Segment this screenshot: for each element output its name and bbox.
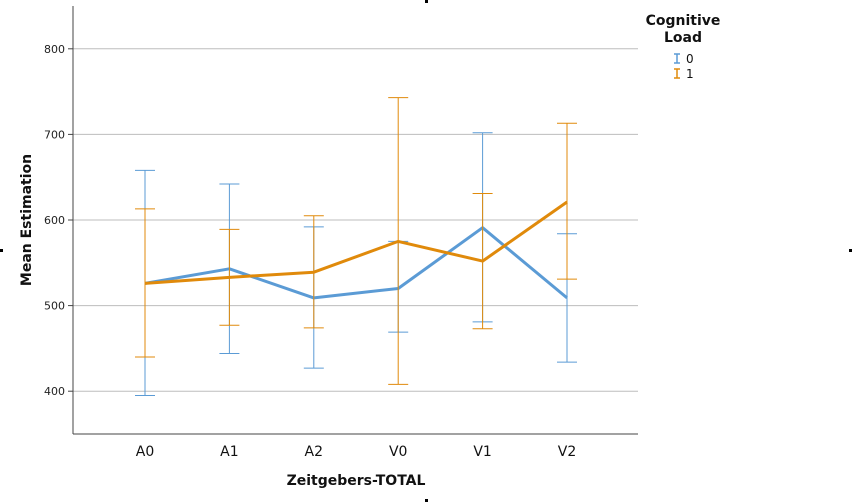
legend-item: 1 [674,67,694,81]
x-tick-label: V0 [389,444,407,460]
y-axis-title: Mean Estimation [19,154,35,286]
gridlines [73,48,638,392]
x-tick-label: A2 [305,444,323,460]
x-tick-labels: A0 A1 A2 V0 V1 V2 [136,444,576,460]
x-tick-label: V2 [558,444,576,460]
y-tick-label: 700 [44,128,65,141]
legend-item: 0 [674,52,694,66]
frame-mark-left [0,249,3,252]
legend-label: 1 [686,67,694,81]
y-tick-labels: 400 500 600 700 800 [44,43,73,398]
y-tick-label: 800 [44,43,65,56]
frame-mark-bottom [425,499,428,502]
legend-title-line1: Cognitive [646,13,721,29]
series-line [144,226,568,300]
frame-mark-top [425,0,428,3]
x-tick-label: V1 [473,444,491,460]
legend-label: 0 [686,52,694,66]
series-line [144,200,568,285]
y-tick-label: 500 [44,300,65,313]
series-1 [135,97,577,385]
frame-mark-right [849,249,852,252]
x-tick-label: A0 [136,444,154,460]
x-axis-title: Zeitgebers-TOTAL [287,473,426,489]
series-0 [135,132,577,396]
legend: Cognitive Load 01 [646,13,721,81]
y-tick-label: 600 [44,214,65,227]
y-tick-label: 400 [44,385,65,398]
legend-items: 01 [674,52,694,81]
legend-title-line2: Load [664,30,702,46]
x-tick-label: A1 [220,444,238,460]
series-layer [135,97,577,396]
